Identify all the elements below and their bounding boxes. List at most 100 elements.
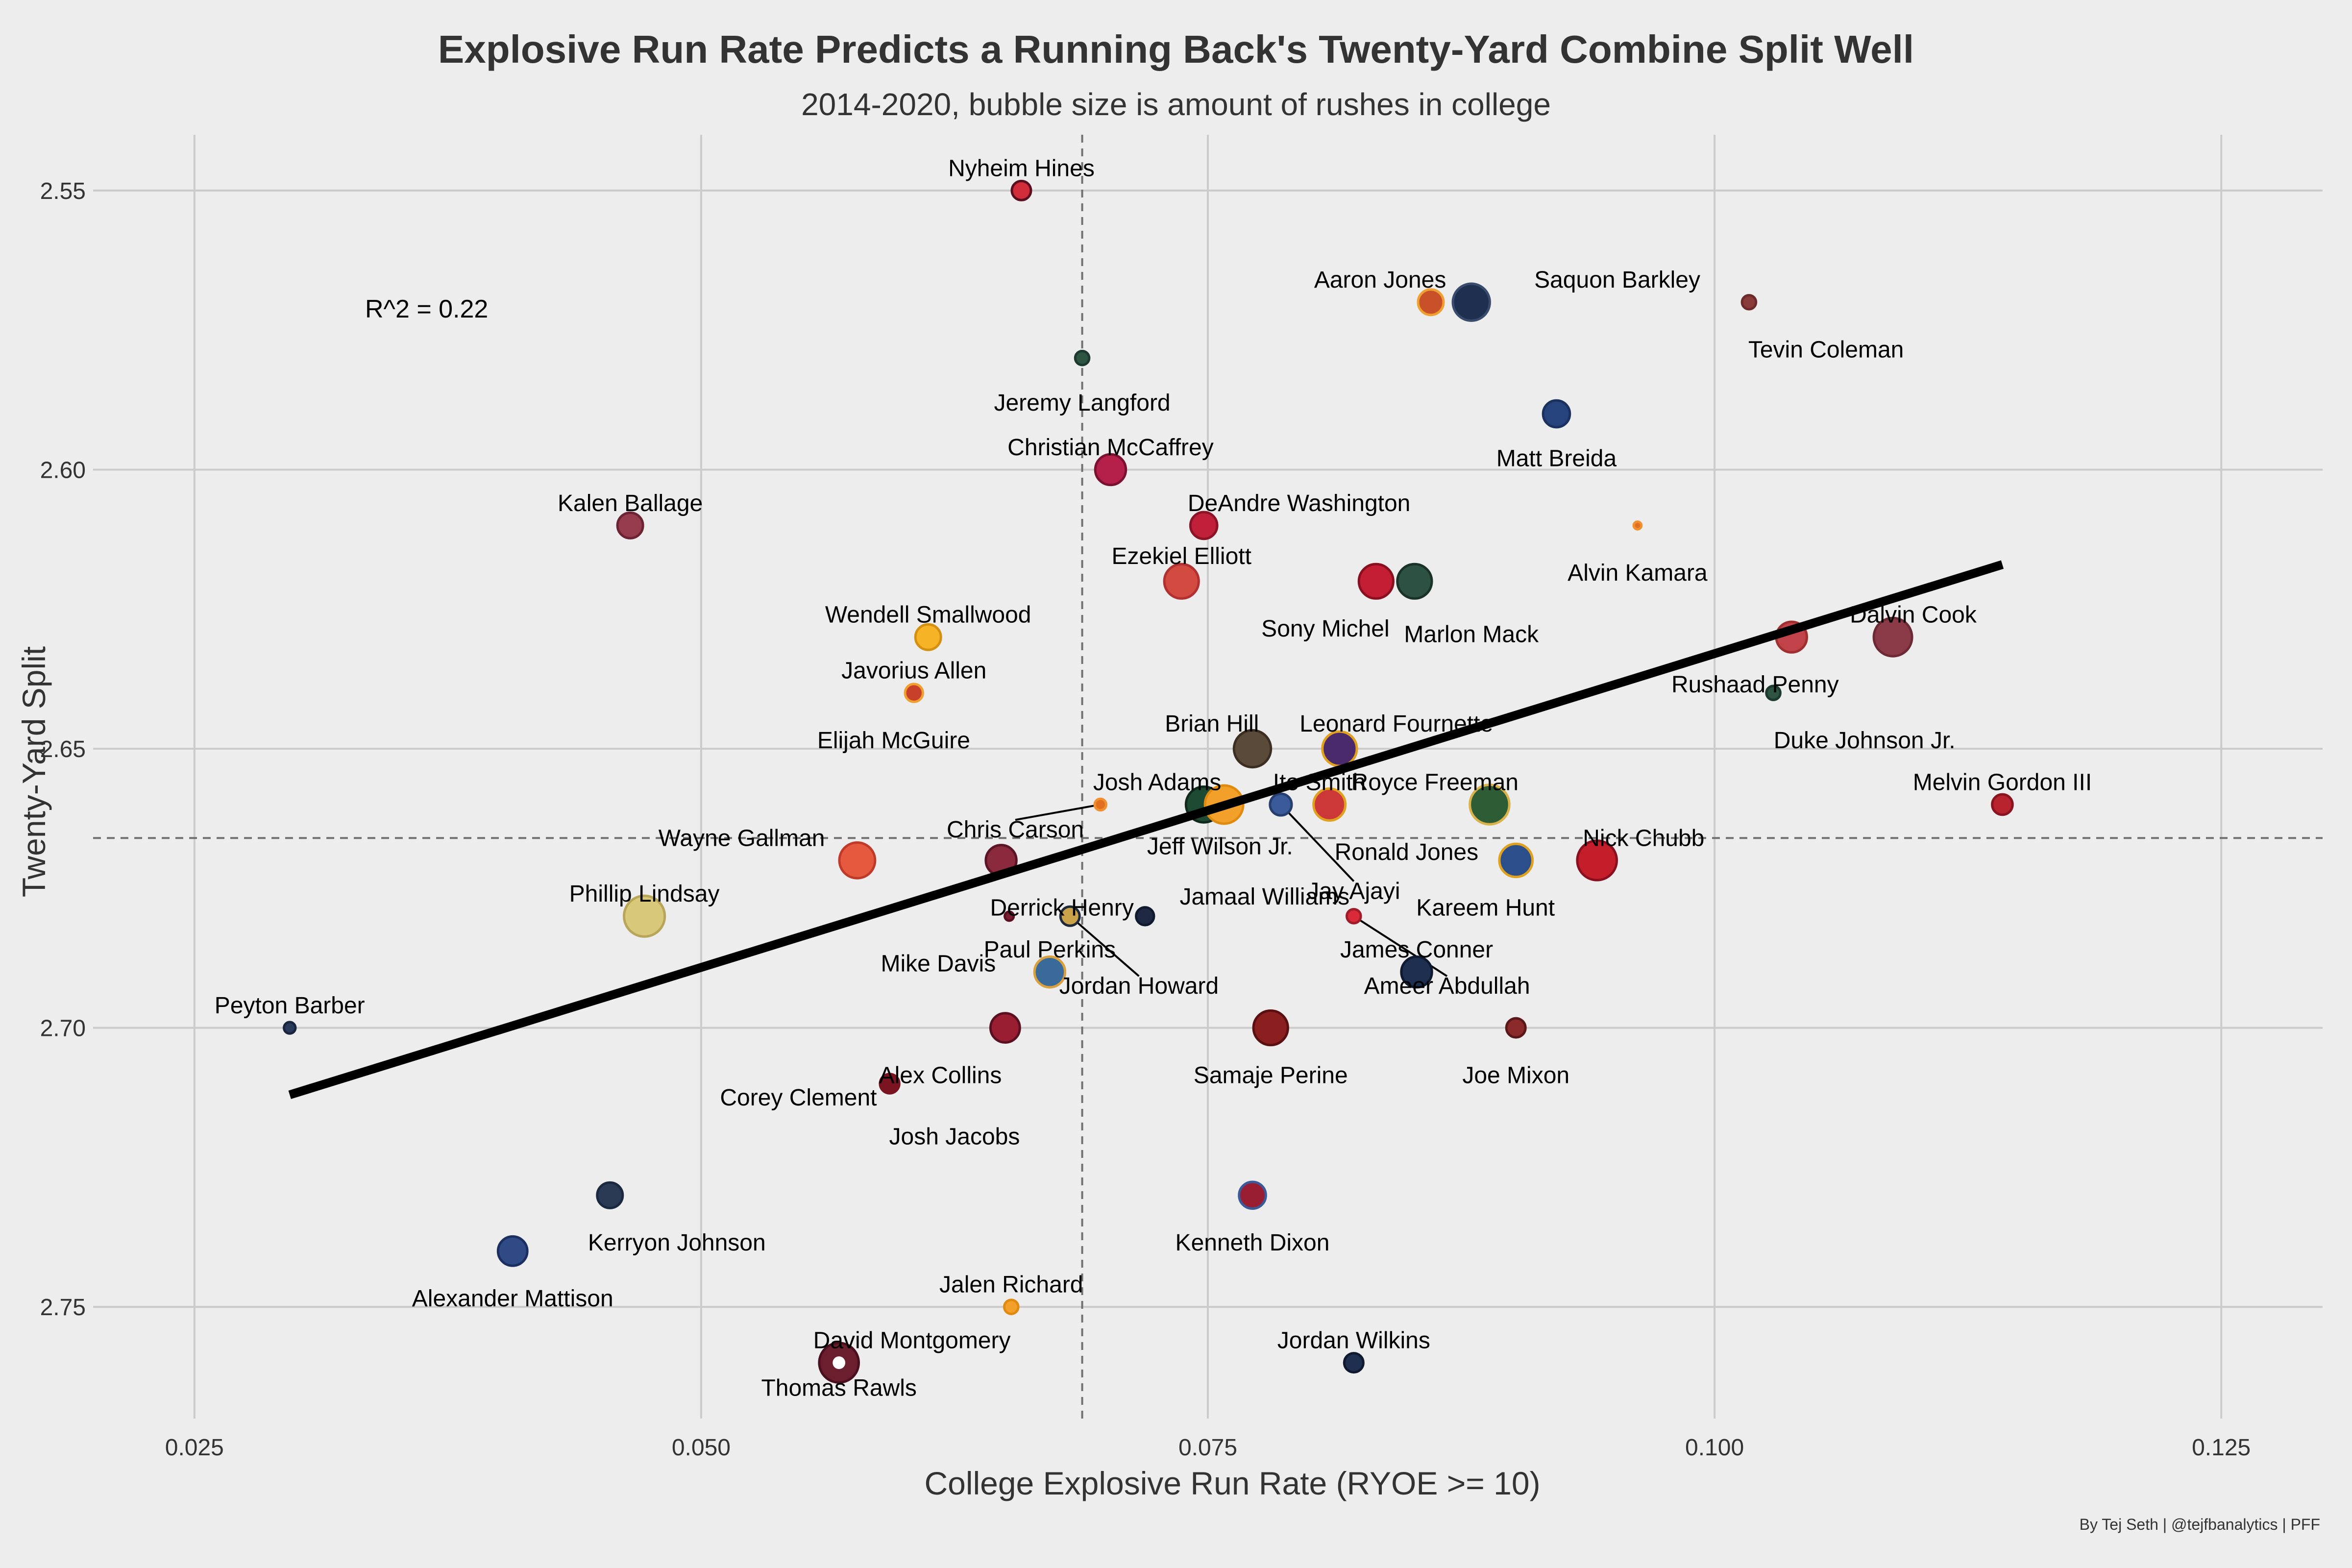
x-tick-labels: 0.025 0.050 0.075 0.100 0.125 xyxy=(165,1435,2251,1461)
point-label: Marlon Mack xyxy=(1404,622,1539,648)
y-tick-labels: 2.55 2.60 2.65 2.70 2.75 xyxy=(40,178,86,1321)
point-label: Joe Mixon xyxy=(1462,1062,1569,1088)
data-point xyxy=(1074,349,1091,367)
point-label: Ito Smith xyxy=(1273,769,1366,795)
point-label: Elijah McGuire xyxy=(817,728,970,754)
data-point xyxy=(1003,1298,1020,1315)
data-point xyxy=(283,1021,297,1035)
data-point xyxy=(616,511,644,539)
point-label: Samaje Perine xyxy=(1194,1062,1348,1088)
point-label: David Montgomery xyxy=(813,1328,1011,1354)
point-label: Nick Chubb xyxy=(1583,825,1704,851)
data-point xyxy=(1312,787,1347,822)
point-label: Kenneth Dixon xyxy=(1176,1230,1330,1256)
point-label: DeAndre Washington xyxy=(1188,490,1410,516)
point-label: Ronald Jones xyxy=(1335,839,1479,865)
data-point xyxy=(1417,288,1445,317)
point-label: Brian Hill xyxy=(1165,711,1259,737)
x-tick-label: 0.075 xyxy=(1178,1435,1237,1461)
data-point xyxy=(1010,179,1032,201)
label-connector xyxy=(1015,803,1101,821)
data-point xyxy=(1872,616,1913,658)
point-label: Jalen Richard xyxy=(939,1272,1083,1298)
data-point xyxy=(596,1181,624,1209)
point-label: Alvin Kamara xyxy=(1568,560,1708,586)
point-label: Kareem Hunt xyxy=(1416,895,1555,921)
point-label: Corey Clement xyxy=(720,1085,877,1111)
point-label: Josh Adams xyxy=(1093,769,1221,795)
x-axis-label: College Explosive Run Rate (RYOE >= 10) xyxy=(924,1465,1540,1501)
chart-subtitle: 2014-2020, bubble size is amount of rush… xyxy=(801,87,1551,122)
y-tick-label: 2.65 xyxy=(40,736,86,762)
data-points xyxy=(283,179,2014,1384)
data-point xyxy=(1343,1352,1365,1374)
point-label: Duke Johnson Jr. xyxy=(1774,728,1956,754)
data-point xyxy=(1498,842,1534,879)
point-label: Jamaal Williams xyxy=(1179,884,1349,910)
point-label: Jeremy Langford xyxy=(994,390,1170,416)
r-squared-annotation: R^2 = 0.22 xyxy=(365,295,488,323)
x-tick-label: 0.100 xyxy=(1685,1435,1744,1461)
point-label: Javorius Allen xyxy=(841,658,986,684)
data-point xyxy=(1542,399,1571,429)
chart-title: Explosive Run Rate Predicts a Running Ba… xyxy=(438,27,1914,71)
data-point xyxy=(1740,294,1758,311)
data-point xyxy=(1163,563,1200,600)
data-point xyxy=(1396,563,1433,600)
point-label: Paul Perkins xyxy=(984,937,1116,963)
point-label: Jordan Howard xyxy=(1059,973,1219,999)
point-label: Matt Breida xyxy=(1496,446,1617,472)
point-label: Mike Davis xyxy=(881,951,996,977)
data-point xyxy=(1135,906,1155,927)
point-label: Alexander Mattison xyxy=(412,1286,613,1312)
y-axis-label: Twenty-Yard Split xyxy=(16,646,52,897)
data-point xyxy=(876,1070,903,1097)
point-label: Jay Ajayi xyxy=(1307,879,1400,905)
data-point xyxy=(833,1356,846,1369)
y-tick-label: 2.75 xyxy=(40,1295,86,1321)
y-tick-label: 2.60 xyxy=(40,457,86,483)
data-point xyxy=(1576,839,1618,882)
data-point xyxy=(1357,563,1395,600)
point-label: Dalvin Cook xyxy=(1850,602,1977,628)
data-point xyxy=(989,1012,1021,1044)
data-point xyxy=(1004,910,1015,922)
point-label: Ezekiel Elliott xyxy=(1112,543,1251,569)
point-label: Wayne Gallman xyxy=(659,825,825,851)
point-label: Thomas Rawls xyxy=(761,1375,916,1401)
point-label: James Conner xyxy=(1340,937,1493,963)
point-labels: Nyheim Hines Aaron Jones Saquon Barkley Tev… xyxy=(215,155,2092,1401)
point-label: Kerryon Johnson xyxy=(588,1230,766,1256)
data-point xyxy=(1469,784,1511,826)
point-label: Christian McCaffrey xyxy=(1007,435,1214,461)
data-point xyxy=(1033,955,1067,989)
data-point xyxy=(1189,511,1219,540)
point-label: Jordan Wilkins xyxy=(1277,1328,1430,1354)
point-label: Nyheim Hines xyxy=(948,155,1095,181)
data-point xyxy=(1059,905,1081,927)
data-point xyxy=(1093,797,1107,812)
label-connector xyxy=(1280,804,1355,882)
trend-line-group xyxy=(288,560,2004,1099)
data-point xyxy=(1400,955,1433,989)
data-point xyxy=(1765,685,1782,701)
point-label: Chris Carson xyxy=(947,817,1084,843)
point-label: Phillip Lindsay xyxy=(569,881,720,907)
point-label: Tevin Coleman xyxy=(1748,337,1904,363)
point-label: Alex Collins xyxy=(879,1062,1002,1088)
grid-lines xyxy=(93,135,2323,1419)
reference-lines xyxy=(93,135,2323,1419)
data-point xyxy=(1632,520,1643,531)
point-label: Leonard Fournette xyxy=(1299,711,1493,737)
data-point xyxy=(1232,729,1273,769)
y-tick-label: 2.70 xyxy=(40,1016,86,1042)
point-label: Josh Jacobs xyxy=(889,1124,1020,1150)
data-point xyxy=(1451,282,1491,322)
data-point xyxy=(1346,907,1362,925)
trend-line xyxy=(288,560,2004,1099)
data-point xyxy=(1094,453,1127,487)
point-label: Jeff Wilson Jr. xyxy=(1147,833,1293,859)
label-connectors xyxy=(1015,803,1448,977)
data-point xyxy=(1252,1009,1289,1047)
